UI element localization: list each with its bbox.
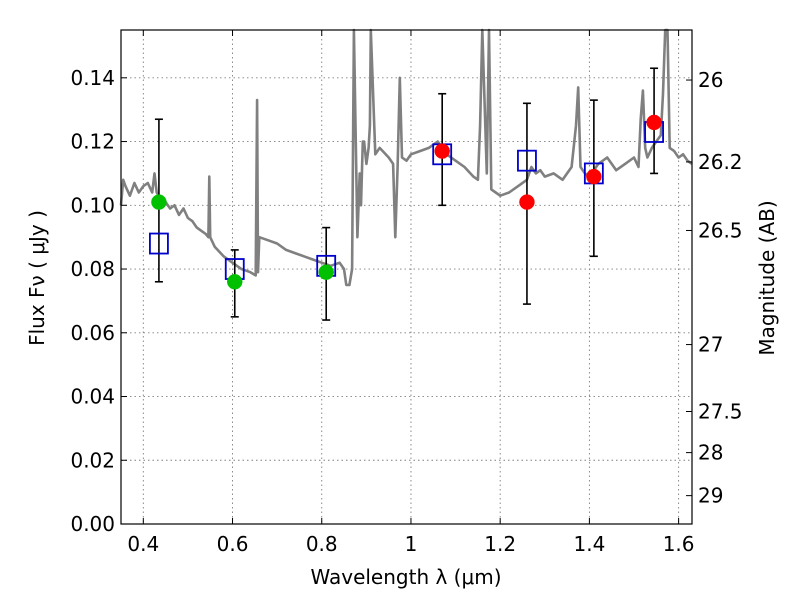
y-tick-label: 0.12 bbox=[70, 130, 115, 154]
x-tick-label: 1.2 bbox=[484, 532, 516, 556]
observed-point bbox=[227, 274, 243, 290]
x-axis-label: Wavelength λ (μm) bbox=[310, 565, 501, 589]
right-tick-label: 28 bbox=[698, 441, 723, 465]
right-tick-label: 26 bbox=[698, 68, 723, 92]
y-tick-label: 0.10 bbox=[70, 193, 115, 217]
right-tick-label: 26.2 bbox=[698, 150, 743, 174]
plot-frame bbox=[120, 29, 693, 525]
observed-point bbox=[646, 114, 662, 131]
observed-point bbox=[586, 168, 602, 185]
y-tick-label: 0.02 bbox=[70, 448, 115, 472]
x-tick-label: 1 bbox=[405, 532, 418, 556]
observed-point bbox=[151, 194, 167, 210]
right-axis-label: Magnitude (AB) bbox=[755, 200, 779, 355]
model-spectrum-layer bbox=[119, 28, 693, 287]
observed-point bbox=[519, 194, 535, 210]
x-tick-label: 0.8 bbox=[306, 532, 338, 556]
y-tick-label: 0.14 bbox=[70, 66, 115, 90]
observed-point bbox=[434, 143, 450, 159]
y-tick-label: 0.08 bbox=[70, 257, 115, 281]
observed-point bbox=[318, 264, 334, 280]
x-tick-label: 0.4 bbox=[127, 532, 159, 556]
model-photometry-box bbox=[517, 149, 537, 172]
right-tick-label: 27 bbox=[698, 333, 723, 357]
right-tick-label: 26.5 bbox=[698, 218, 743, 242]
right-tick-label: 27.5 bbox=[698, 399, 743, 423]
y-tick-label: 0.06 bbox=[70, 321, 115, 345]
y-axis-label: Flux Fν ( μJy ) bbox=[25, 210, 49, 346]
model-spectrum-line bbox=[119, 28, 693, 287]
y-tick-label: 0.04 bbox=[70, 385, 115, 409]
observed-points-layer bbox=[151, 114, 662, 290]
x-tick-label: 1.6 bbox=[663, 532, 695, 556]
model-photometry-box bbox=[149, 232, 169, 255]
x-tick-label: 0.6 bbox=[217, 532, 249, 556]
y-tick-label: 0.00 bbox=[70, 512, 115, 536]
tick-layer: 0.4 0.6 0.8 1 1.2 1.4 1.6 0.00 0.02 0.04 0.06 0.08 0… bbox=[70, 30, 743, 556]
x-tick-label: 1.4 bbox=[573, 532, 605, 556]
right-tick-label: 29 bbox=[698, 484, 723, 508]
